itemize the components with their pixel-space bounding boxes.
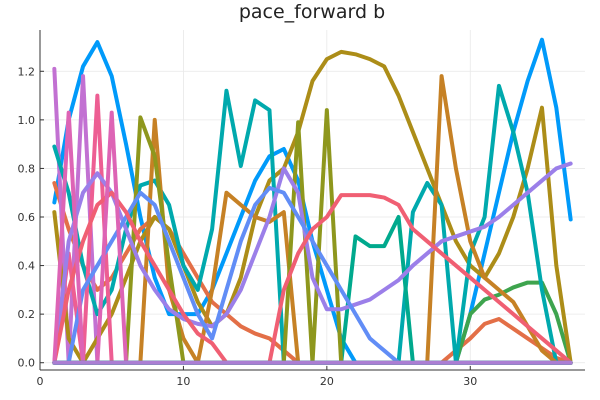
y-tick-label: 0.0 bbox=[18, 357, 36, 370]
y-tick-label: 1.2 bbox=[18, 65, 36, 78]
x-tick-label: 30 bbox=[463, 375, 477, 388]
chart-title: pace_forward b bbox=[239, 1, 385, 23]
series-layer bbox=[52, 37, 573, 365]
axes bbox=[39, 30, 585, 371]
x-tick-label: 10 bbox=[176, 375, 190, 388]
y-tick-label: 0.8 bbox=[18, 162, 36, 175]
tick-labels: 0 10 20 30 0.0 0.2 0.4 0.6 0.8 1.0 1.2 bbox=[18, 65, 478, 388]
y-tick-label: 0.4 bbox=[18, 260, 36, 273]
x-tick-label: 20 bbox=[320, 375, 334, 388]
y-tick-label: 0.2 bbox=[18, 308, 36, 321]
y-tick-label: 1.0 bbox=[18, 114, 36, 127]
series-line-12 bbox=[52, 161, 573, 365]
series-line-14 bbox=[52, 190, 573, 365]
y-tick-label: 0.6 bbox=[18, 211, 36, 224]
x-tick-label: 0 bbox=[37, 375, 44, 388]
